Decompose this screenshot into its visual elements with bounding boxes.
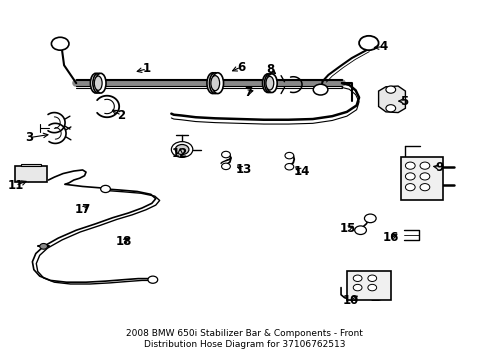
Text: 15: 15 xyxy=(339,222,355,235)
Text: 12: 12 xyxy=(172,147,188,159)
Ellipse shape xyxy=(266,74,277,93)
Circle shape xyxy=(221,151,230,158)
Text: 3: 3 xyxy=(25,131,33,144)
Text: 2008 BMW 650i Stabilizer Bar & Components - Front
Distribution Hose Diagram for : 2008 BMW 650i Stabilizer Bar & Component… xyxy=(126,329,362,348)
Text: 16: 16 xyxy=(382,231,398,244)
Text: 6: 6 xyxy=(237,60,244,73)
Circle shape xyxy=(367,284,376,291)
Circle shape xyxy=(367,275,376,282)
Text: 17: 17 xyxy=(74,203,91,216)
Bar xyxy=(400,157,443,200)
Circle shape xyxy=(313,84,327,95)
Circle shape xyxy=(405,162,414,169)
Circle shape xyxy=(221,163,230,170)
Ellipse shape xyxy=(93,73,103,93)
Ellipse shape xyxy=(209,73,221,94)
Circle shape xyxy=(419,162,429,169)
Circle shape xyxy=(385,86,395,93)
Text: 7: 7 xyxy=(244,86,252,99)
Text: 10: 10 xyxy=(342,294,358,307)
Text: 18: 18 xyxy=(116,235,132,248)
Text: 8: 8 xyxy=(265,63,274,76)
Circle shape xyxy=(385,105,395,112)
Circle shape xyxy=(285,163,293,170)
Circle shape xyxy=(419,173,429,180)
Circle shape xyxy=(40,243,47,249)
Bar xyxy=(15,166,47,182)
Ellipse shape xyxy=(94,76,102,90)
Circle shape xyxy=(405,184,414,191)
Ellipse shape xyxy=(206,73,218,94)
Text: 5: 5 xyxy=(400,95,408,108)
Text: 2: 2 xyxy=(117,109,125,122)
Bar xyxy=(346,271,390,300)
Text: 14: 14 xyxy=(293,165,309,177)
Circle shape xyxy=(51,37,69,50)
Circle shape xyxy=(405,173,414,180)
Polygon shape xyxy=(378,86,405,113)
Bar xyxy=(21,163,41,166)
Ellipse shape xyxy=(90,73,101,93)
Circle shape xyxy=(175,144,188,154)
Circle shape xyxy=(419,184,429,191)
Ellipse shape xyxy=(211,73,223,94)
Circle shape xyxy=(364,214,375,223)
Ellipse shape xyxy=(95,73,106,93)
Circle shape xyxy=(352,284,361,291)
Ellipse shape xyxy=(262,74,273,93)
Circle shape xyxy=(354,226,366,234)
Text: 1: 1 xyxy=(142,62,151,75)
Circle shape xyxy=(352,275,361,282)
Text: 9: 9 xyxy=(434,161,443,174)
Ellipse shape xyxy=(264,74,275,93)
Ellipse shape xyxy=(265,76,273,90)
Ellipse shape xyxy=(210,76,219,91)
Circle shape xyxy=(171,141,192,157)
Circle shape xyxy=(285,152,293,159)
Circle shape xyxy=(358,36,378,50)
Text: 13: 13 xyxy=(235,163,251,176)
Text: 4: 4 xyxy=(379,40,387,53)
Text: 11: 11 xyxy=(7,179,23,192)
Circle shape xyxy=(148,276,158,283)
Circle shape xyxy=(101,185,110,193)
